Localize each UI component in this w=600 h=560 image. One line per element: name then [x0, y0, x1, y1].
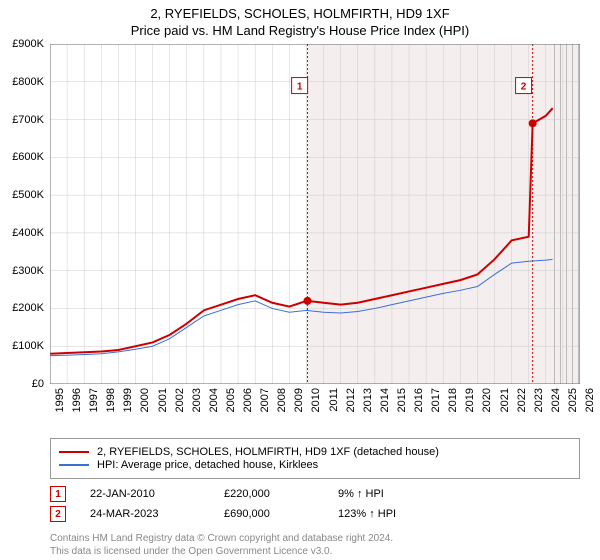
- transaction-delta: 123% ↑ HPI: [338, 508, 396, 520]
- x-axis-label: 2002: [174, 388, 186, 428]
- x-axis-label: 1998: [105, 388, 117, 428]
- legend-item: 2, RYEFIELDS, SCHOLES, HOLMFIRTH, HD9 1X…: [59, 446, 571, 458]
- x-axis-label: 2010: [310, 388, 322, 428]
- footer-attribution: Contains HM Land Registry data © Crown c…: [50, 532, 580, 558]
- legend-label: 2, RYEFIELDS, SCHOLES, HOLMFIRTH, HD9 1X…: [97, 446, 439, 458]
- x-axis-label: 2004: [208, 388, 220, 428]
- x-axis-label: 2016: [413, 388, 425, 428]
- transaction-date: 24-MAR-2023: [90, 508, 200, 520]
- y-axis-label: £300K: [0, 265, 44, 277]
- y-axis-label: £400K: [0, 227, 44, 239]
- x-axis-label: 2026: [584, 388, 596, 428]
- transaction-marker: 2: [50, 506, 66, 522]
- x-axis-label: 2009: [293, 388, 305, 428]
- x-axis-label: 2001: [157, 388, 169, 428]
- transaction-price: £220,000: [224, 488, 314, 500]
- legend-swatch: [59, 464, 89, 466]
- transaction-row: 2 24-MAR-2023 £690,000 123% ↑ HPI: [50, 506, 580, 522]
- x-axis-label: 2008: [276, 388, 288, 428]
- x-axis-label: 2006: [242, 388, 254, 428]
- footer-line2: This data is licensed under the Open Gov…: [50, 545, 580, 558]
- x-axis-label: 2012: [345, 388, 357, 428]
- legend-label: HPI: Average price, detached house, Kirk…: [97, 459, 318, 471]
- x-axis-label: 1995: [54, 388, 66, 428]
- y-axis-label: £100K: [0, 340, 44, 352]
- x-axis-label: 1996: [71, 388, 83, 428]
- x-axis-label: 2015: [396, 388, 408, 428]
- svg-text:1: 1: [297, 82, 303, 93]
- transaction-delta: 9% ↑ HPI: [338, 488, 384, 500]
- legend-swatch: [59, 451, 89, 453]
- legend: 2, RYEFIELDS, SCHOLES, HOLMFIRTH, HD9 1X…: [50, 438, 580, 479]
- y-axis-label: £500K: [0, 189, 44, 201]
- footer-line1: Contains HM Land Registry data © Crown c…: [50, 532, 580, 545]
- title-line2: Price paid vs. HM Land Registry's House …: [0, 23, 600, 38]
- x-axis-label: 2025: [567, 388, 579, 428]
- x-axis-label: 2000: [139, 388, 151, 428]
- x-axis-label: 2021: [499, 388, 511, 428]
- x-axis-label: 1999: [122, 388, 134, 428]
- x-axis-label: 2024: [550, 388, 562, 428]
- x-axis-label: 2007: [259, 388, 271, 428]
- x-axis-label: 2017: [430, 388, 442, 428]
- x-axis-label: 2005: [225, 388, 237, 428]
- x-axis-label: 2022: [516, 388, 528, 428]
- y-axis-label: £0: [0, 378, 44, 390]
- x-axis-label: 2014: [379, 388, 391, 428]
- transaction-row: 1 22-JAN-2010 £220,000 9% ↑ HPI: [50, 486, 580, 502]
- transaction-date: 22-JAN-2010: [90, 488, 200, 500]
- svg-text:2: 2: [521, 82, 527, 93]
- transaction-marker: 1: [50, 486, 66, 502]
- x-axis-label: 2013: [362, 388, 374, 428]
- x-axis-label: 2003: [191, 388, 203, 428]
- transaction-price: £690,000: [224, 508, 314, 520]
- x-axis-label: 1997: [88, 388, 100, 428]
- legend-item: HPI: Average price, detached house, Kirk…: [59, 459, 571, 471]
- x-axis-label: 2023: [533, 388, 545, 428]
- y-axis-label: £800K: [0, 76, 44, 88]
- y-axis-label: £600K: [0, 151, 44, 163]
- y-axis-label: £900K: [0, 38, 44, 50]
- chart-title-block: 2, RYEFIELDS, SCHOLES, HOLMFIRTH, HD9 1X…: [0, 0, 600, 38]
- title-line1: 2, RYEFIELDS, SCHOLES, HOLMFIRTH, HD9 1X…: [0, 6, 600, 21]
- x-axis-label: 2020: [481, 388, 493, 428]
- y-axis-label: £200K: [0, 302, 44, 314]
- y-axis-label: £700K: [0, 114, 44, 126]
- x-axis-label: 2019: [464, 388, 476, 428]
- x-axis-label: 2011: [328, 388, 340, 428]
- price-chart: 12: [50, 44, 580, 384]
- x-axis-label: 2018: [447, 388, 459, 428]
